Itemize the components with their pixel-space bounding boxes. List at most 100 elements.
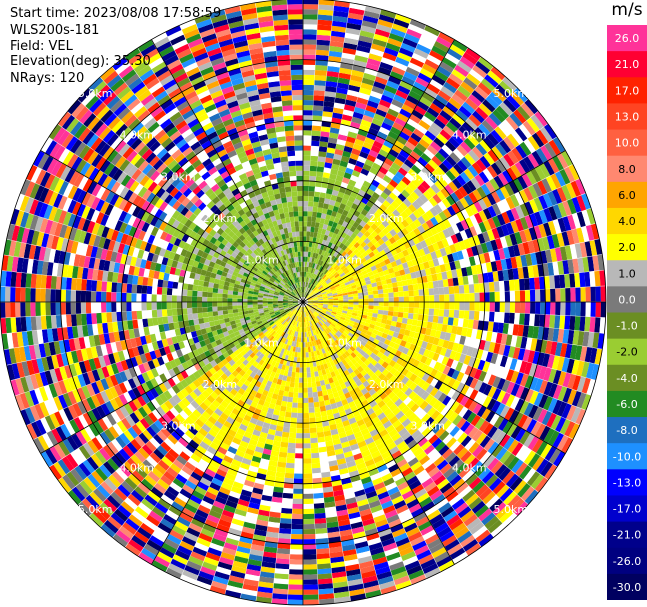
range-gate	[380, 191, 389, 200]
range-gate	[449, 166, 460, 178]
range-gate	[328, 273, 333, 279]
range-gate	[408, 330, 416, 338]
range-gate	[423, 288, 430, 296]
range-gate	[392, 122, 404, 132]
range-gate	[303, 190, 309, 197]
range-gate	[501, 224, 510, 237]
range-gate	[510, 256, 518, 269]
range-gate	[319, 287, 325, 291]
range-gate	[485, 331, 493, 342]
range-gate	[360, 168, 370, 176]
range-gate	[303, 559, 317, 565]
range-gate	[365, 248, 373, 255]
range-gate	[346, 200, 354, 208]
range-gate	[514, 290, 521, 302]
range-gate	[333, 5, 350, 13]
range-gate	[316, 248, 321, 254]
range-gate	[312, 467, 321, 474]
range-gate	[390, 277, 397, 283]
range-gate	[477, 320, 484, 331]
range-gate	[327, 308, 333, 312]
range-gate	[422, 282, 429, 290]
range-gate	[316, 212, 322, 218]
range-gate	[393, 292, 399, 298]
range-gate	[482, 321, 489, 331]
range-gate	[381, 219, 390, 228]
range-gate	[336, 260, 343, 267]
range-gate	[353, 266, 360, 272]
range-gate	[442, 316, 449, 325]
range-gate	[469, 214, 479, 226]
range-gate	[315, 528, 328, 534]
range-gate	[399, 269, 406, 276]
range-gate	[299, 367, 303, 373]
range-gate	[309, 290, 314, 295]
range-gate	[331, 291, 338, 295]
range-gate	[312, 286, 317, 291]
range-gate	[426, 107, 440, 118]
range-gate	[303, 463, 312, 469]
range-gate	[291, 407, 298, 413]
range-gate	[335, 234, 341, 241]
range-gate	[499, 156, 511, 170]
range-gate	[332, 205, 339, 213]
range-gate	[541, 178, 552, 193]
range-gate	[520, 102, 535, 118]
range-gate	[316, 548, 330, 555]
range-gate	[367, 226, 375, 234]
range-gate	[349, 153, 359, 161]
range-gate	[343, 42, 358, 50]
range-gate	[466, 73, 481, 86]
range-gate	[474, 86, 489, 100]
range-gate	[466, 346, 474, 357]
range-gate	[356, 45, 371, 54]
range-gate	[280, 441, 289, 448]
range-gate	[312, 211, 318, 218]
range-gate	[458, 310, 465, 319]
range-gate	[372, 290, 379, 295]
range-gate	[312, 279, 316, 285]
range-gate	[351, 203, 359, 211]
range-gate	[491, 190, 501, 204]
range-gate	[378, 14, 395, 24]
range-gate	[359, 124, 370, 133]
range-gate	[377, 104, 389, 113]
range-gate	[386, 153, 397, 163]
range-gate	[303, 418, 310, 424]
range-gate	[318, 0, 335, 6]
range-gate	[309, 257, 313, 263]
range-gate	[500, 259, 508, 271]
range-gate	[355, 283, 362, 288]
range-gate	[313, 95, 325, 102]
range-gate	[406, 260, 414, 268]
range-gate	[514, 231, 523, 245]
range-gate	[473, 223, 482, 235]
range-gate	[293, 392, 299, 398]
range-gate	[567, 198, 577, 215]
range-gate	[306, 282, 310, 288]
range-gate	[305, 347, 309, 353]
range-gate	[312, 304, 318, 307]
range-gate	[424, 111, 437, 122]
range-gate	[366, 219, 374, 227]
range-gate	[292, 508, 303, 515]
range-gate	[437, 201, 447, 211]
range-gate	[408, 23, 424, 35]
range-gate	[338, 303, 344, 307]
range-gate	[403, 99, 417, 110]
range-gate	[308, 196, 314, 202]
range-gate	[297, 407, 303, 414]
range-gate	[305, 352, 309, 358]
range-gate	[382, 89, 396, 99]
range-gate	[306, 266, 309, 273]
range-gate	[485, 116, 498, 130]
range-gate	[348, 304, 354, 308]
range-gate	[319, 405, 327, 412]
range-gate	[368, 261, 375, 268]
range-gate	[357, 307, 364, 312]
range-gate	[580, 302, 586, 317]
range-gate	[418, 308, 424, 315]
range-gate	[530, 252, 538, 266]
range-gate	[493, 342, 501, 354]
range-gate	[429, 50, 444, 62]
